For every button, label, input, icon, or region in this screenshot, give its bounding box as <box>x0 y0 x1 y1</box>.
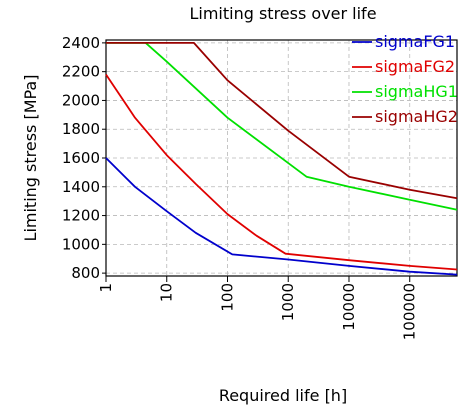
y-tick-label: 2400 <box>62 34 100 52</box>
x-axis-label: Required life [h] <box>219 386 347 405</box>
y-tick-label: 2200 <box>62 63 100 81</box>
x-tick-label: 1000 <box>279 283 297 321</box>
legend-label-sigmaHG2: sigmaHG2 <box>375 107 458 126</box>
y-tick-label: 1800 <box>62 120 100 138</box>
axis-ticks: 1 10 100 1000 10000 100000 800 1000 1200 1400 1600… <box>62 34 419 340</box>
series-line-sigmaHG2 <box>106 42 458 200</box>
series-line-sigmaFG1 <box>105 157 458 276</box>
legend-label-sigmaHG1: sigmaHG1 <box>375 82 458 101</box>
y-tick-label: 1000 <box>62 235 100 253</box>
x-tick-label: 1 <box>97 283 115 293</box>
series-line-sigmaHG1 <box>106 42 458 211</box>
y-tick-label: 1200 <box>62 207 100 225</box>
chart-title: Limiting stress over life <box>189 4 376 23</box>
x-tick-label: 100000 <box>401 283 419 340</box>
legend: sigmaFG1 sigmaFG2 sigmaHG1 sigmaHG2 <box>352 32 458 126</box>
y-tick-label: 2000 <box>62 91 100 109</box>
x-tick-label: 10000 <box>340 283 358 331</box>
y-tick-label: 1400 <box>62 178 100 196</box>
legend-label-sigmaFG1: sigmaFG1 <box>375 32 455 51</box>
y-tick-label: 800 <box>71 264 100 282</box>
y-axis-label: Limiting stress [MPa] <box>21 75 40 242</box>
y-tick-label: 1600 <box>62 149 100 167</box>
legend-label-sigmaFG2: sigmaFG2 <box>375 57 455 76</box>
series-line-sigmaFG2 <box>105 73 458 271</box>
x-tick-label: 100 <box>218 283 236 312</box>
series-lines <box>105 42 458 276</box>
x-tick-label: 10 <box>158 283 176 302</box>
